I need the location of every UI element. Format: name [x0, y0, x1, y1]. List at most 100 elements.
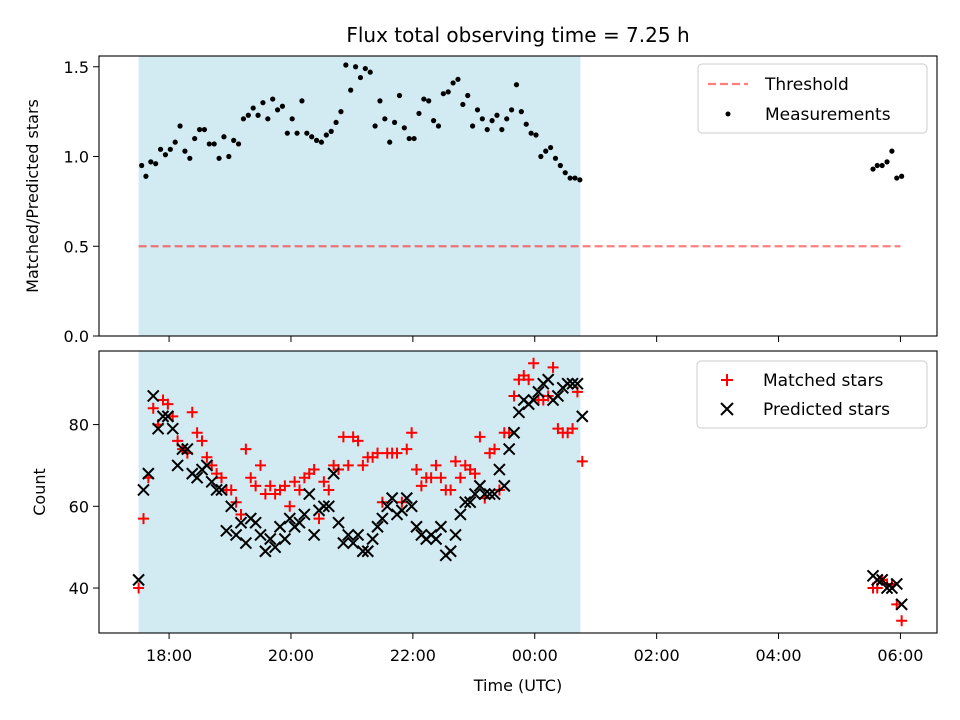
measurement-point [206, 141, 212, 147]
measurement-point [235, 141, 242, 147]
matched-star-point [137, 513, 149, 525]
measurement-point [445, 89, 451, 95]
matched-star-point [352, 435, 364, 447]
measurement-point [450, 80, 456, 86]
top-legend-frame [697, 63, 928, 134]
predicted-star-point [249, 516, 262, 529]
matched-star-point [147, 402, 159, 414]
predicted-star-point [220, 524, 233, 538]
predicted-star-point [234, 516, 248, 529]
measurement-point [367, 69, 373, 75]
x-tick-label: 20:00 [268, 646, 314, 665]
x-axis-label: Time (UTC) [473, 676, 562, 695]
measurement-point [153, 161, 159, 167]
predicted-star-point [366, 532, 379, 546]
predicted-star-point [551, 389, 565, 403]
measurement-point [211, 141, 217, 147]
legend-predicted-label: Predicted stars [763, 400, 890, 420]
predicted-star-point [875, 573, 889, 587]
matched-star-point [445, 484, 457, 496]
predicted-star-point [303, 487, 316, 501]
predicted-star-point [478, 487, 491, 501]
bottom-y-ticks: 40 60 80 [69, 416, 99, 598]
matched-star-point [289, 476, 301, 488]
measurement-point [343, 62, 349, 68]
legend-predicted-swatch [720, 402, 734, 416]
matched-star-point [201, 451, 213, 463]
measurement-point [499, 126, 505, 133]
matched-star-point [255, 459, 267, 471]
measurement-point [289, 116, 295, 122]
matched-star-point [425, 472, 437, 484]
measurement-point [430, 118, 437, 124]
matched-star-point [186, 406, 198, 418]
x-tick-label: 06:00 [877, 646, 923, 665]
measurement-point [279, 103, 286, 109]
matched-star-point [896, 615, 908, 627]
matched-star-point [250, 480, 262, 492]
measurement-point [518, 109, 524, 115]
matched-star-point [245, 472, 257, 484]
predicted-star-point [171, 459, 184, 472]
measurement-point [899, 173, 905, 179]
measurement-point [313, 137, 320, 143]
bottom-legend-frame [696, 360, 928, 429]
measurement-point [192, 135, 198, 142]
predicted-star-point [488, 487, 501, 501]
predicted-star-point [307, 528, 321, 542]
predicted-star-point [385, 491, 399, 505]
measurement-point [396, 92, 403, 99]
predicted-star-point [229, 528, 243, 542]
matched-star-point [318, 476, 330, 488]
measurement-point [187, 155, 193, 161]
predicted-star-point [473, 479, 487, 493]
predicted-star-point [871, 573, 884, 587]
matched-star-point [528, 357, 540, 369]
predicted-star-point [332, 516, 345, 529]
measurement-point [382, 116, 388, 122]
predicted-star-point [576, 410, 589, 423]
measurement-point [884, 159, 890, 165]
predicted-star-point [254, 528, 267, 542]
predicted-star-point [454, 508, 467, 521]
measurement-point [874, 162, 880, 169]
bottom-legend: Matched stars Predicted stars [696, 360, 928, 429]
predicted-star-point [449, 528, 462, 542]
measurement-point [139, 162, 145, 169]
measurement-point [406, 135, 412, 142]
matched-star-point [216, 472, 227, 484]
predicted-star-point [273, 520, 287, 533]
measurement-point [250, 105, 256, 111]
measurement-point [270, 96, 276, 102]
predicted-star-point [298, 508, 311, 521]
predicted-star-point [890, 577, 903, 591]
predicted-star-point [283, 512, 296, 525]
measurement-point [889, 148, 895, 154]
measurement-point [299, 98, 305, 104]
top-y-tick-label: 0.0 [64, 327, 89, 346]
matched-star-point [191, 427, 203, 439]
top-y-ticks: 0.0 0.5 1.0 1.5 [64, 58, 99, 346]
predicted-star-point [322, 500, 335, 513]
predicted-star-point [400, 491, 413, 505]
measurement-point [245, 112, 251, 118]
top-measurement-points [139, 62, 905, 183]
predicted-star-point [880, 581, 894, 595]
matched-star-point [284, 500, 296, 512]
matched-star-point [523, 374, 535, 386]
measurement-point [479, 116, 485, 122]
measurement-point [240, 116, 247, 122]
predicted-star-point [268, 540, 282, 554]
predicted-star-point [225, 500, 238, 513]
measurement-point [552, 155, 559, 161]
predicted-star-point [337, 536, 350, 550]
bottom-y-tick-label: 40 [69, 579, 89, 598]
matched-star-point [313, 513, 325, 525]
measurement-point [543, 148, 549, 154]
measurement-point [879, 162, 885, 169]
matched-star-point [235, 508, 247, 520]
predicted-star-point [327, 467, 340, 480]
measurement-point [338, 109, 344, 115]
matched-star-point [474, 431, 486, 443]
measurement-point [201, 126, 208, 133]
